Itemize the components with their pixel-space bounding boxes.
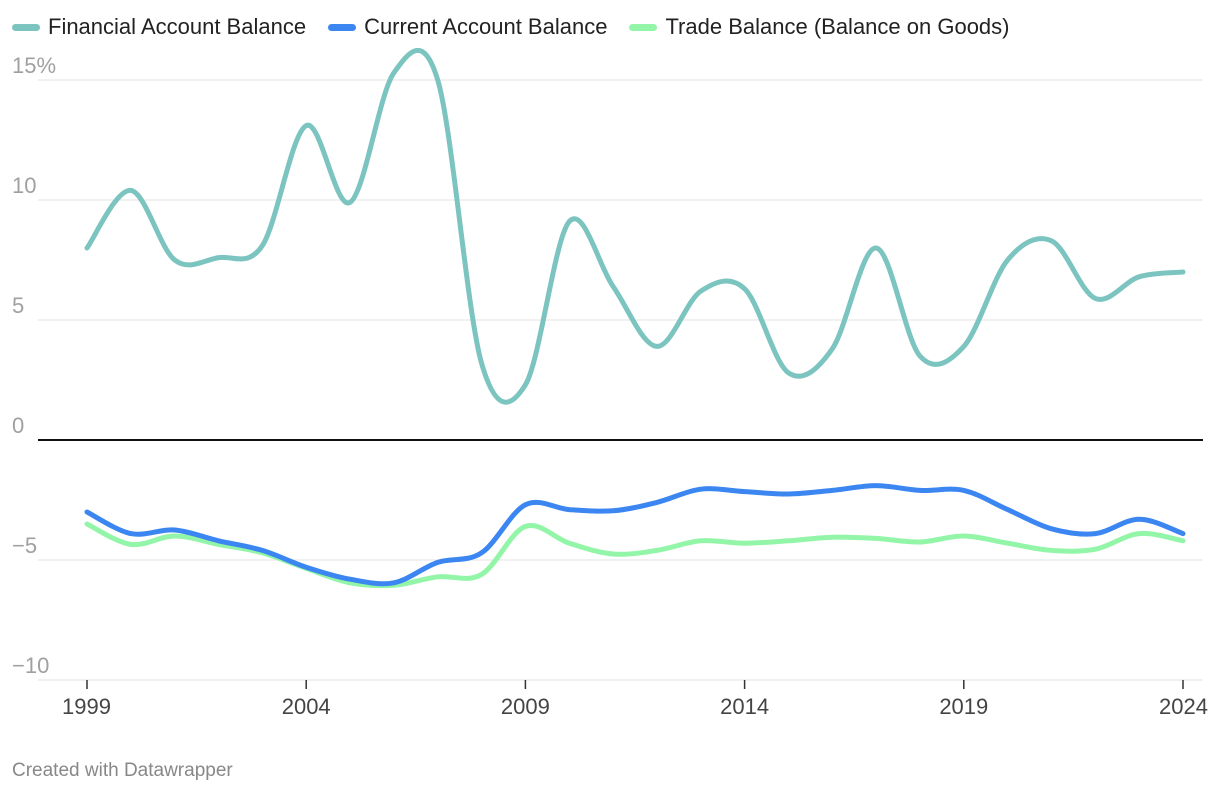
- series-lines: [84, 47, 1186, 589]
- grid-lines: [38, 79, 1203, 689]
- legend-label: Current Account Balance: [364, 14, 608, 39]
- y-tick-label: −5: [12, 533, 37, 558]
- x-tick-label: 2004: [282, 694, 331, 719]
- legend-swatch: [12, 23, 40, 31]
- y-tick-label: 15%: [12, 53, 56, 78]
- y-tick-label: 10: [12, 173, 36, 198]
- legend-item: Financial Account Balance: [12, 14, 306, 40]
- legend: Financial Account Balance Current Account…: [12, 12, 1010, 42]
- legend-label: Trade Balance (Balance on Goods): [665, 14, 1010, 39]
- legend-swatch: [328, 23, 357, 31]
- x-tick-label: 1999: [62, 694, 111, 719]
- x-tick-label: 2009: [501, 694, 550, 719]
- credit-text: Created with Datawrapper: [12, 760, 233, 781]
- series-line-trade-balance: [84, 521, 1186, 589]
- series-line-current-account: [84, 483, 1186, 587]
- legend-item: Trade Balance (Balance on Goods): [629, 14, 1010, 40]
- y-tick-label: −10: [12, 653, 49, 678]
- x-tick-label: 2019: [939, 694, 988, 719]
- y-tick-label: 0: [12, 413, 24, 438]
- x-tick-label: 2024: [1159, 694, 1208, 719]
- legend-label: Financial Account Balance: [48, 14, 307, 39]
- x-tick-label: 2014: [720, 694, 769, 719]
- series-line-financial-account: [84, 47, 1186, 405]
- tick-labels: 15% 10 5 0 −5 −10 1999 2004 2009 2014 2019 2024: [12, 53, 1208, 719]
- legend-swatch: [629, 23, 658, 31]
- y-tick-label: 5: [12, 293, 24, 318]
- legend-item: Current Account Balance: [328, 14, 607, 40]
